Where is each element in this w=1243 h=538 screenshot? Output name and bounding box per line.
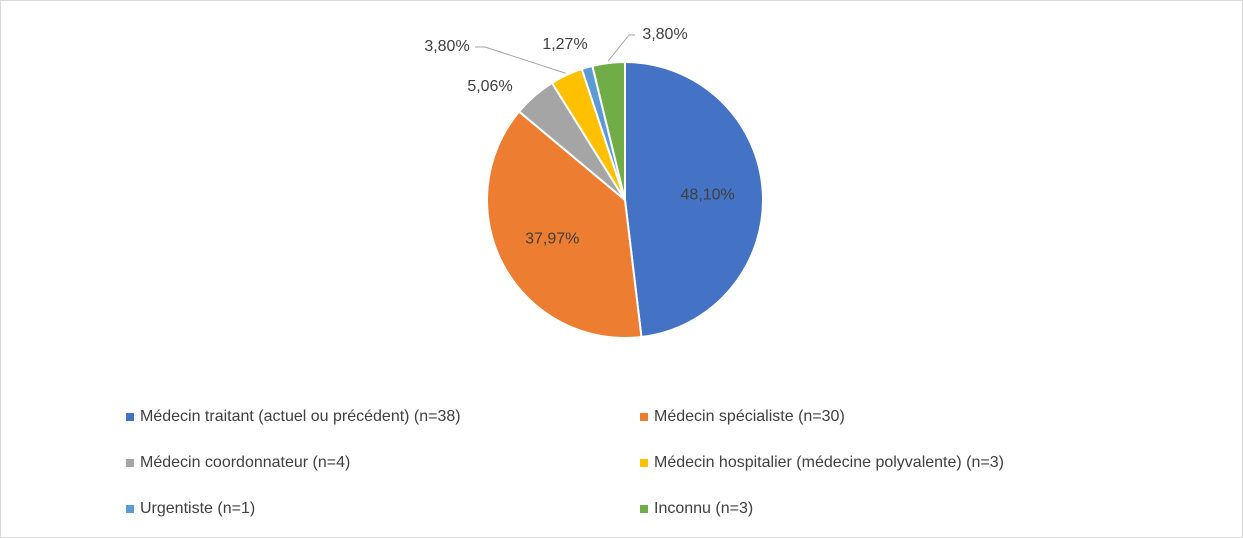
data-label: 3,80% [424, 38, 469, 55]
data-label: 5,06% [467, 78, 512, 95]
pie-slice [486, 110, 643, 339]
legend-swatch [126, 505, 134, 513]
data-label: 1,27% [542, 36, 587, 53]
pie-slice [591, 60, 626, 201]
leader-line [607, 34, 635, 62]
legend-swatch [640, 505, 648, 513]
legend-label: Urgentiste (n=1) [140, 500, 255, 517]
legend-label: Médecin coordonnateur (n=4) [140, 454, 350, 471]
legend-label: Inconnu (n=3) [654, 500, 753, 517]
legend-swatch [126, 413, 134, 421]
legend-label: Médecin spécialiste (n=30) [654, 408, 845, 425]
legend-label: Médecin traitant (actuel ou précédent) (… [140, 408, 461, 425]
data-label: 3,80% [642, 26, 687, 43]
data-label: 48,10% [681, 186, 735, 203]
legend-swatch [640, 413, 648, 421]
legend-label: Médecin hospitalier (médecine polyvalent… [654, 454, 1004, 471]
legend-swatch [640, 459, 648, 467]
data-label: 37,97% [525, 231, 579, 248]
legend-swatch [126, 459, 134, 467]
pie-slice [624, 60, 764, 339]
leader-line [475, 46, 566, 74]
